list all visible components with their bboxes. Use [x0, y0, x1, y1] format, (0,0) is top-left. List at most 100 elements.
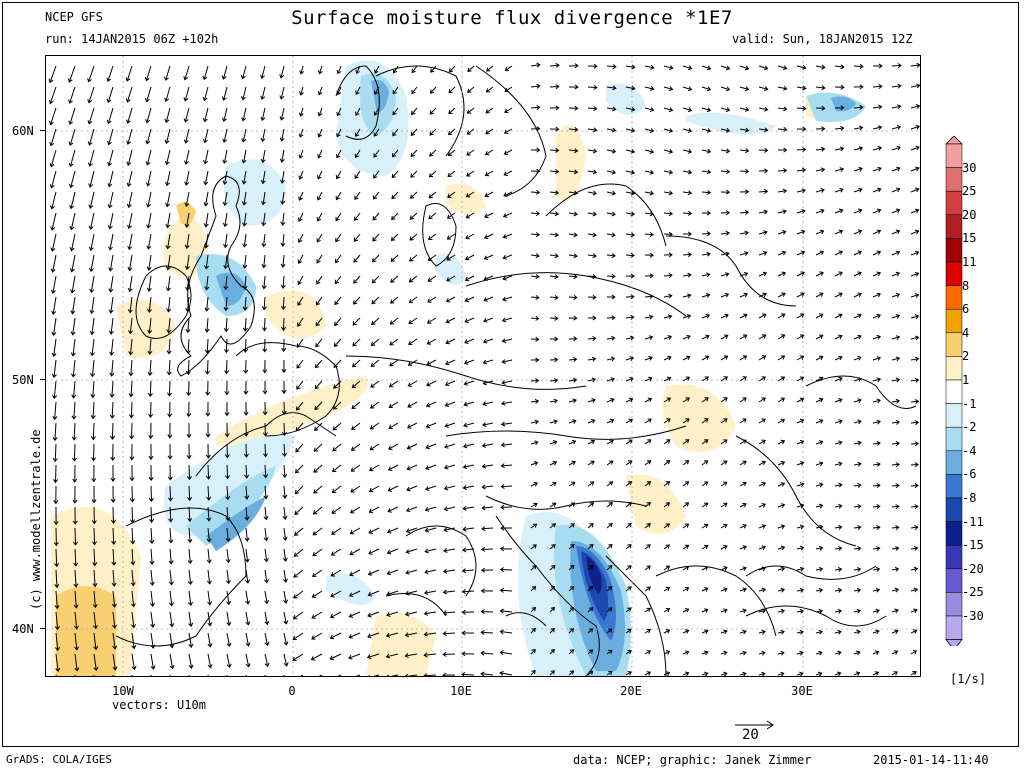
wind-arrow — [720, 629, 728, 635]
wind-arrow — [796, 209, 806, 214]
wind-arrow — [169, 674, 171, 676]
wind-arrow — [386, 548, 399, 555]
wind-arrow — [281, 380, 287, 395]
wind-arrow — [796, 250, 806, 256]
wind-arrow — [207, 611, 213, 627]
wind-arrow — [262, 338, 268, 353]
wind-arrow — [203, 212, 209, 228]
wind-arrow — [815, 229, 825, 235]
wind-arrow — [834, 208, 844, 214]
wind-arrow — [486, 65, 494, 72]
wind-arrow — [739, 376, 747, 382]
wind-arrow — [223, 317, 229, 333]
wind-arrow — [204, 275, 210, 291]
wind-arrow — [853, 608, 862, 614]
wind-arrow — [625, 460, 633, 466]
wind-arrow — [872, 125, 883, 131]
wind-arrow — [549, 627, 555, 634]
wind-arrow — [815, 629, 823, 635]
wind-arrow — [625, 418, 634, 424]
wind-arrow — [644, 232, 654, 238]
wind-arrow — [74, 653, 80, 672]
wind-arrow — [504, 107, 513, 114]
wind-arrow — [355, 65, 361, 75]
wind-arrow — [69, 254, 76, 273]
wind-arrow — [720, 608, 728, 614]
colorbar-level-label: 2 — [962, 349, 970, 364]
wind-arrow — [663, 544, 670, 550]
wind-arrow — [587, 502, 595, 508]
lon-label-10e: 10E — [450, 684, 472, 698]
wind-arrow — [587, 190, 598, 196]
wind-arrow — [701, 65, 712, 71]
wind-arrow — [758, 271, 768, 277]
colorbar-swatch — [945, 568, 963, 593]
wind-arrow — [625, 607, 632, 613]
wind-arrow — [261, 212, 267, 227]
wind-arrow — [299, 86, 304, 96]
wind-arrow — [332, 422, 342, 431]
wind-arrow — [758, 650, 766, 656]
wind-arrow — [606, 253, 616, 259]
wind-arrow — [368, 527, 380, 534]
wind-arrow — [834, 419, 843, 424]
wind-arrow — [796, 106, 807, 112]
wind-arrow — [682, 272, 692, 278]
wind-arrow — [130, 506, 136, 524]
wind-arrow — [758, 334, 767, 340]
wind-arrow — [68, 86, 76, 104]
wind-arrow — [872, 398, 881, 404]
wind-arrow — [282, 464, 288, 478]
wind-arrow — [720, 65, 731, 71]
wind-arrow — [444, 443, 456, 449]
wind-arrow — [587, 84, 598, 90]
wind-arrow — [410, 149, 418, 157]
wind-arrow — [891, 63, 902, 69]
wind-arrow — [720, 210, 731, 216]
wind-arrow — [72, 464, 78, 483]
wind-arrow — [145, 170, 152, 187]
coastline-segment — [335, 65, 380, 140]
wind-arrow — [644, 586, 651, 592]
wind-arrow — [739, 292, 748, 298]
wind-arrow — [281, 317, 287, 332]
run-label: run: 14JAN2015 06Z +102h — [45, 32, 219, 46]
wind-arrow — [108, 254, 114, 272]
wind-arrow — [568, 232, 578, 238]
wind-arrow — [186, 423, 192, 439]
wind-arrow — [242, 254, 248, 269]
wind-arrow — [739, 251, 749, 257]
wind-arrow — [777, 671, 785, 676]
wind-arrow — [834, 376, 843, 382]
wind-arrow — [625, 397, 634, 403]
wind-arrow — [148, 401, 154, 419]
wind-arrow — [663, 481, 671, 487]
wind-arrow — [549, 315, 559, 321]
colorbar-level-label: 1 — [962, 373, 970, 387]
wind-arrow — [891, 125, 902, 130]
wind-arrow — [815, 587, 824, 593]
wind-arrow — [370, 359, 380, 367]
wind-arrow — [606, 544, 613, 550]
wind-arrow — [202, 65, 209, 81]
wind-arrow — [720, 545, 728, 550]
wind-arrow — [701, 418, 709, 424]
wind-arrow — [549, 232, 559, 238]
wind-arrow — [853, 166, 863, 172]
wind-arrow — [447, 191, 456, 198]
wind-arrow — [263, 506, 269, 521]
wind-arrow — [758, 147, 769, 153]
wind-arrow — [263, 464, 269, 479]
wind-arrow — [549, 274, 559, 280]
wind-arrow — [187, 485, 193, 502]
wind-arrow — [461, 671, 475, 676]
wind-arrow — [183, 128, 190, 144]
wind-arrow — [910, 271, 920, 277]
wind-arrow — [107, 128, 114, 146]
wind-arrow — [352, 296, 361, 305]
wind-arrow — [758, 608, 766, 614]
wind-arrow — [777, 587, 786, 593]
wind-arrow — [108, 317, 114, 335]
wind-arrow — [777, 566, 786, 572]
wind-arrow — [206, 506, 212, 522]
